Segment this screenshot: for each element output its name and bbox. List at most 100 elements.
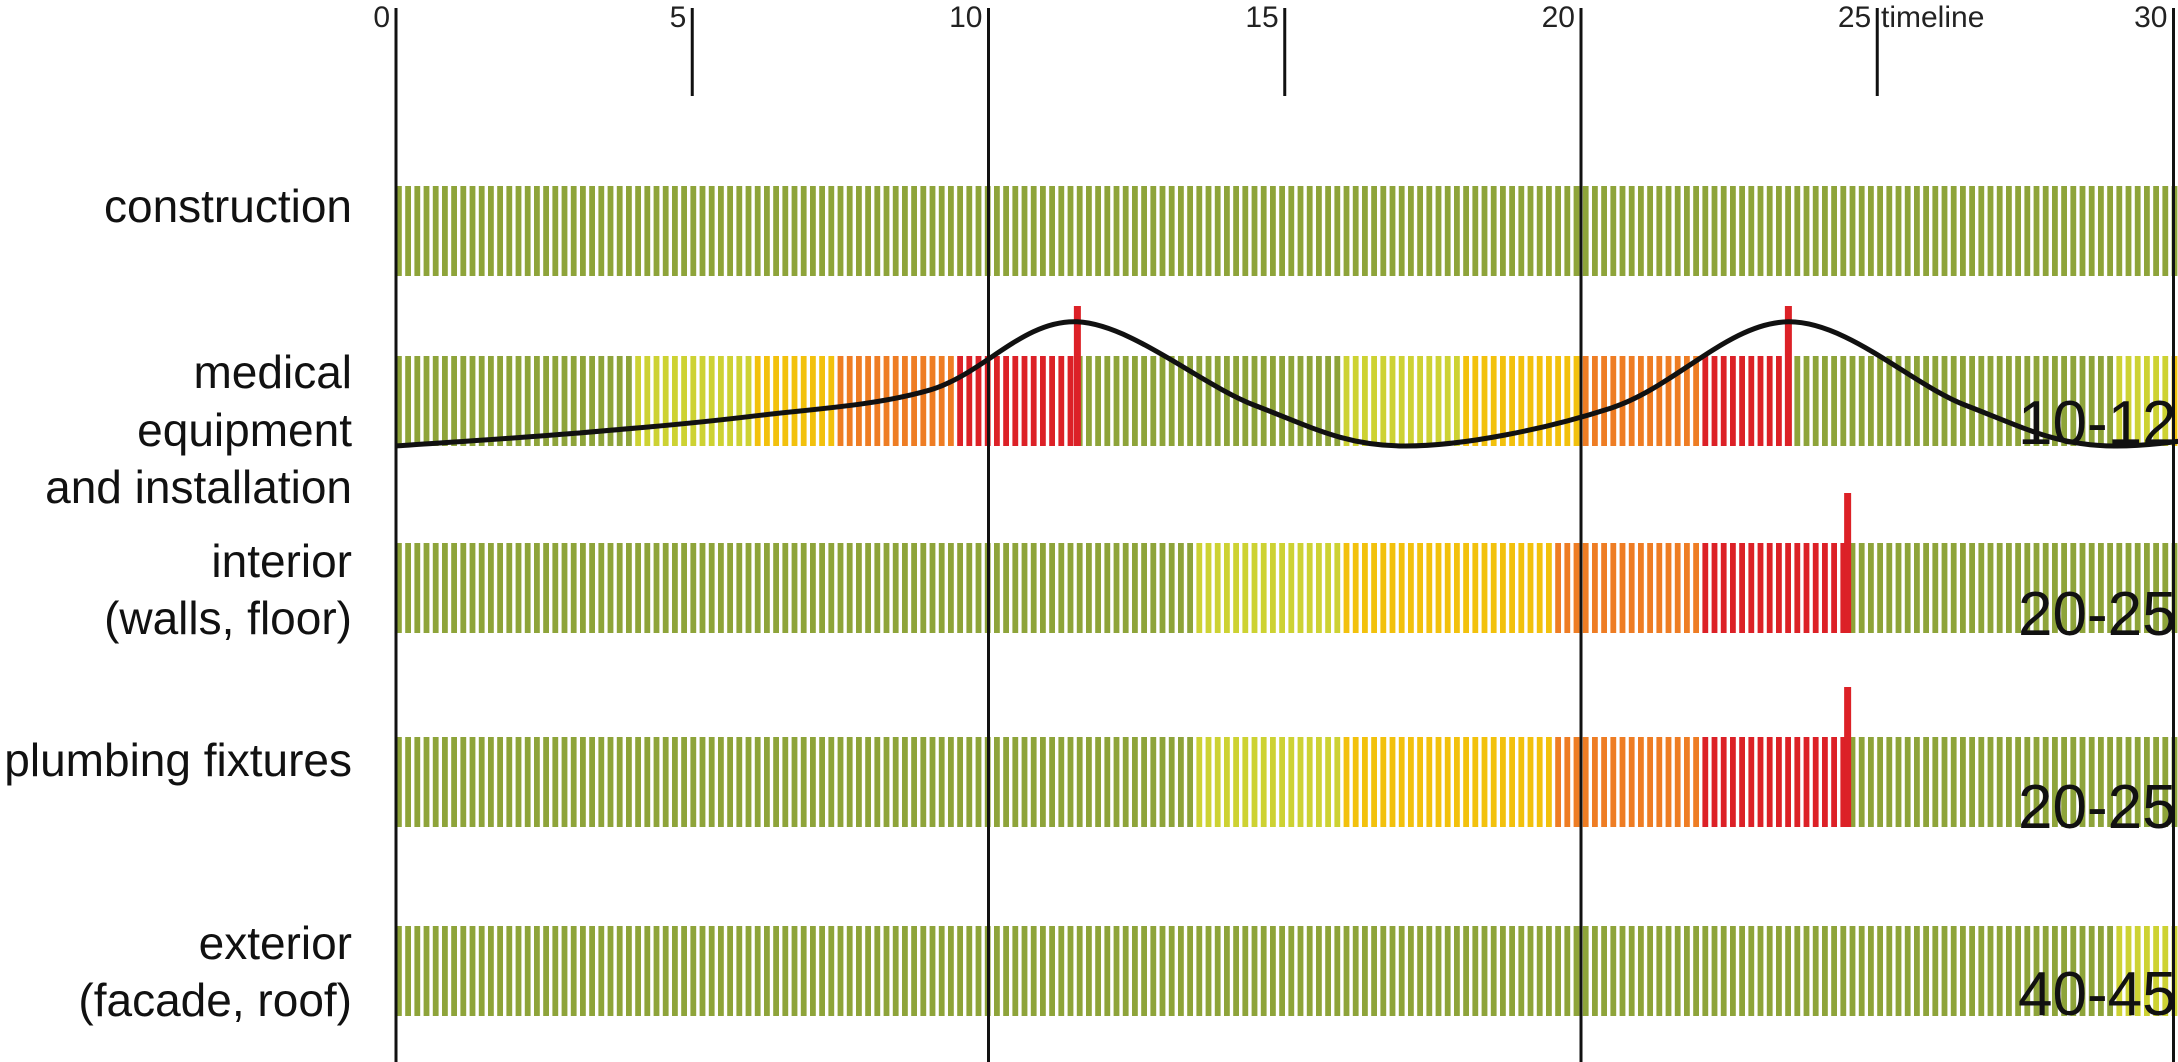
bar-stripe — [994, 543, 1000, 633]
bar-stripe — [635, 926, 641, 1016]
bar-stripe — [902, 543, 908, 633]
bar-stripe — [2098, 186, 2104, 276]
bar-stripe — [966, 543, 973, 633]
bar-stripe — [681, 926, 687, 1016]
bar-stripe — [672, 356, 678, 446]
bar-stripe — [837, 926, 844, 1016]
bar-stripe — [552, 356, 559, 446]
bar-stripe — [1794, 186, 1801, 276]
bar-stripe — [1012, 737, 1019, 827]
bar-stripe — [1500, 737, 1506, 827]
bar-stripe — [1306, 356, 1313, 446]
bar-stripe — [1518, 737, 1525, 827]
bar-stripe — [561, 543, 568, 633]
bar-stripe — [1481, 926, 1488, 1016]
bar-stripe — [1812, 356, 1819, 446]
bar-stripe — [644, 543, 651, 633]
bar-stripe — [1095, 356, 1101, 446]
bar-stripe — [736, 737, 743, 827]
bar-stripe — [718, 356, 724, 446]
row-label: interior — [211, 535, 352, 587]
bar-stripe — [396, 737, 402, 827]
bar-stripe — [791, 356, 798, 446]
bar-stripe — [414, 737, 421, 827]
bar-stripe — [1251, 543, 1258, 633]
bar-stripe — [1113, 186, 1120, 276]
bar-stripe — [2033, 737, 2040, 827]
bar-stripe — [488, 543, 494, 633]
bar-stripe — [1444, 356, 1451, 446]
bar-stripe — [1858, 356, 1865, 446]
row-label: medical — [193, 346, 352, 398]
bar-stripe — [1113, 926, 1120, 1016]
bar-stripe — [1960, 543, 1966, 633]
bar-stripe — [1536, 543, 1543, 633]
bar-stripe — [1325, 737, 1331, 827]
bar-stripe — [948, 543, 954, 633]
bar-stripe — [1794, 543, 1801, 633]
bar-stripe — [2042, 543, 2049, 633]
bar-stripe — [515, 356, 522, 446]
bar-stripe — [1224, 356, 1230, 446]
bar-stripe — [1518, 356, 1525, 446]
bar-stripe — [1325, 356, 1331, 446]
bar-stripe — [1693, 356, 1699, 446]
bar-stripe — [1573, 356, 1580, 446]
bar-stripe — [607, 186, 614, 276]
bar-stripe — [865, 737, 871, 827]
bar-stripe — [2134, 356, 2141, 446]
bar-stripe — [1316, 543, 1322, 633]
bar-stripe — [1012, 926, 1019, 1016]
bar-stripe — [662, 356, 669, 446]
bar-stripe — [2098, 356, 2104, 446]
bar-stripe — [1270, 926, 1276, 1016]
bar-stripe — [1021, 186, 1028, 276]
bar-stripe — [1776, 186, 1782, 276]
bar-stripe — [1454, 186, 1460, 276]
bar-stripe — [1371, 737, 1377, 827]
bar-stripe — [524, 186, 531, 276]
bar-stripe — [1113, 737, 1120, 827]
bar-stripe — [819, 356, 825, 446]
bar-stripe — [1408, 737, 1414, 827]
bar-stripe — [524, 926, 531, 1016]
bar-stripe — [754, 737, 761, 827]
bar-stripe — [966, 926, 973, 1016]
bar-stripe — [1113, 356, 1120, 446]
row-label: exterior — [199, 917, 352, 969]
bar-stripe — [1858, 737, 1865, 827]
bar-stripe — [1628, 186, 1635, 276]
bar-stripe — [2070, 356, 2077, 446]
bar-stripe — [1766, 543, 1773, 633]
bar-stripe — [1352, 926, 1359, 1016]
bar-stripe — [2162, 356, 2169, 446]
bar-stripe — [1757, 737, 1764, 827]
bar-stripe — [1132, 926, 1138, 1016]
bar-stripe — [1794, 737, 1801, 827]
bar-stripe — [1923, 186, 1929, 276]
bar-stripe — [1306, 737, 1313, 827]
bar-stripe — [1812, 926, 1819, 1016]
bar-stripe — [911, 737, 917, 827]
bar-stripe — [2079, 926, 2086, 1016]
bar-stripe — [1214, 926, 1221, 1016]
bar-stripe — [653, 543, 660, 633]
lifespan-label: 40-45 — [2018, 960, 2177, 1029]
bar-stripe — [2079, 186, 2086, 276]
bar-stripe — [1104, 543, 1111, 633]
bar-stripe — [1297, 737, 1304, 827]
bar-stripe — [2079, 737, 2086, 827]
bar-stripe — [2153, 356, 2159, 446]
bar-stripe — [874, 737, 881, 827]
bar-stripe — [1969, 926, 1975, 1016]
bar-stripe — [626, 543, 632, 633]
bar-stripe — [1978, 186, 1985, 276]
bar-stripe — [1711, 356, 1718, 446]
bar-stripe — [442, 926, 448, 1016]
bar-stripe — [828, 356, 835, 446]
bar-stripe — [1417, 737, 1423, 827]
bar-stripe — [1638, 356, 1644, 446]
bar-stripe — [1214, 543, 1221, 633]
bar-stripe — [819, 543, 825, 633]
bar-stripe — [1205, 926, 1212, 1016]
